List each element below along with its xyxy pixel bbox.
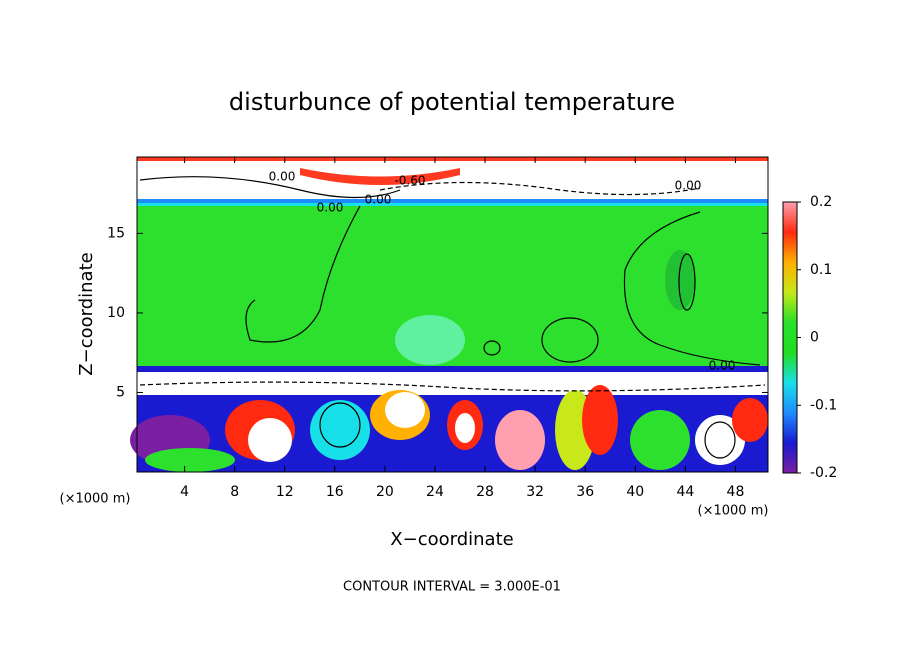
chart-title: disturbunce of potential temperature bbox=[229, 88, 675, 116]
contour-label: 0.00 bbox=[709, 359, 736, 373]
y-axis-label: Z−coordinate bbox=[76, 252, 97, 375]
colorbar-tick-label: 0 bbox=[810, 330, 819, 346]
x-tick-label: 36 bbox=[576, 484, 594, 500]
x-tick-label: 20 bbox=[376, 484, 394, 500]
colorbar-tick-label: 0.2 bbox=[810, 194, 832, 210]
x-axis-label: X−coordinate bbox=[390, 529, 513, 550]
x-tick-label: 12 bbox=[276, 484, 294, 500]
x-tick-label: 44 bbox=[676, 484, 694, 500]
field-region bbox=[395, 315, 465, 365]
colorbar-tick-label: -0.2 bbox=[810, 465, 837, 481]
colorbar-tick-label: -0.1 bbox=[810, 397, 837, 413]
contour-label: 0.00 bbox=[675, 179, 702, 193]
field-region bbox=[145, 448, 235, 472]
x-tick-label: 40 bbox=[626, 484, 644, 500]
contour-line bbox=[483, 340, 501, 356]
footer: CONTOUR INTERVAL = 3.000E-01 bbox=[343, 580, 561, 595]
contour-lines bbox=[139, 176, 766, 459]
contour-label: 0.00 bbox=[269, 170, 296, 184]
x-tick-label: 48 bbox=[727, 484, 745, 500]
x-tick-label: 32 bbox=[526, 484, 544, 500]
field bbox=[130, 157, 768, 472]
field-region bbox=[582, 385, 618, 455]
field-region bbox=[385, 392, 425, 428]
plot-frame bbox=[136, 156, 769, 473]
y-tick-label: 10 bbox=[107, 305, 125, 321]
x-tick-label: 4 bbox=[180, 484, 189, 500]
colorbar bbox=[782, 201, 798, 474]
contour-line bbox=[704, 421, 736, 459]
y-tick-label: 5 bbox=[116, 384, 125, 400]
contour-label: 0.00 bbox=[365, 193, 392, 207]
x-unit: (×1000 m) bbox=[698, 504, 769, 519]
field-region bbox=[137, 366, 768, 372]
contour-line bbox=[379, 181, 701, 196]
x-tick-label: 28 bbox=[476, 484, 494, 500]
contour-line bbox=[541, 317, 599, 363]
contour-line bbox=[678, 253, 696, 311]
field-region bbox=[695, 415, 745, 465]
x-tick-label: 24 bbox=[426, 484, 444, 500]
colorbar-tick-label: 0.1 bbox=[810, 262, 832, 278]
y-tick-label: 15 bbox=[107, 225, 125, 241]
field-region bbox=[137, 157, 768, 161]
field-region bbox=[310, 400, 370, 460]
contour-line bbox=[139, 176, 401, 199]
contour-line bbox=[245, 205, 361, 343]
field-region bbox=[455, 413, 475, 443]
field-region bbox=[630, 410, 690, 470]
contour-line bbox=[623, 211, 761, 366]
field-region bbox=[665, 250, 695, 310]
field-region bbox=[300, 168, 460, 185]
y-unit: (×1000 m) bbox=[60, 492, 131, 507]
contour-label: 0.00 bbox=[317, 201, 344, 215]
field-region bbox=[137, 203, 768, 206]
x-tick-label: 16 bbox=[326, 484, 344, 500]
contour-line bbox=[139, 381, 766, 392]
x-tick-label: 8 bbox=[230, 484, 239, 500]
contour-line bbox=[319, 402, 361, 448]
field-region bbox=[137, 199, 768, 203]
field-region bbox=[495, 410, 545, 470]
contour-label: -0.60 bbox=[394, 174, 425, 188]
field-region bbox=[248, 418, 292, 462]
field-region bbox=[732, 398, 768, 442]
field-region bbox=[137, 157, 768, 201]
